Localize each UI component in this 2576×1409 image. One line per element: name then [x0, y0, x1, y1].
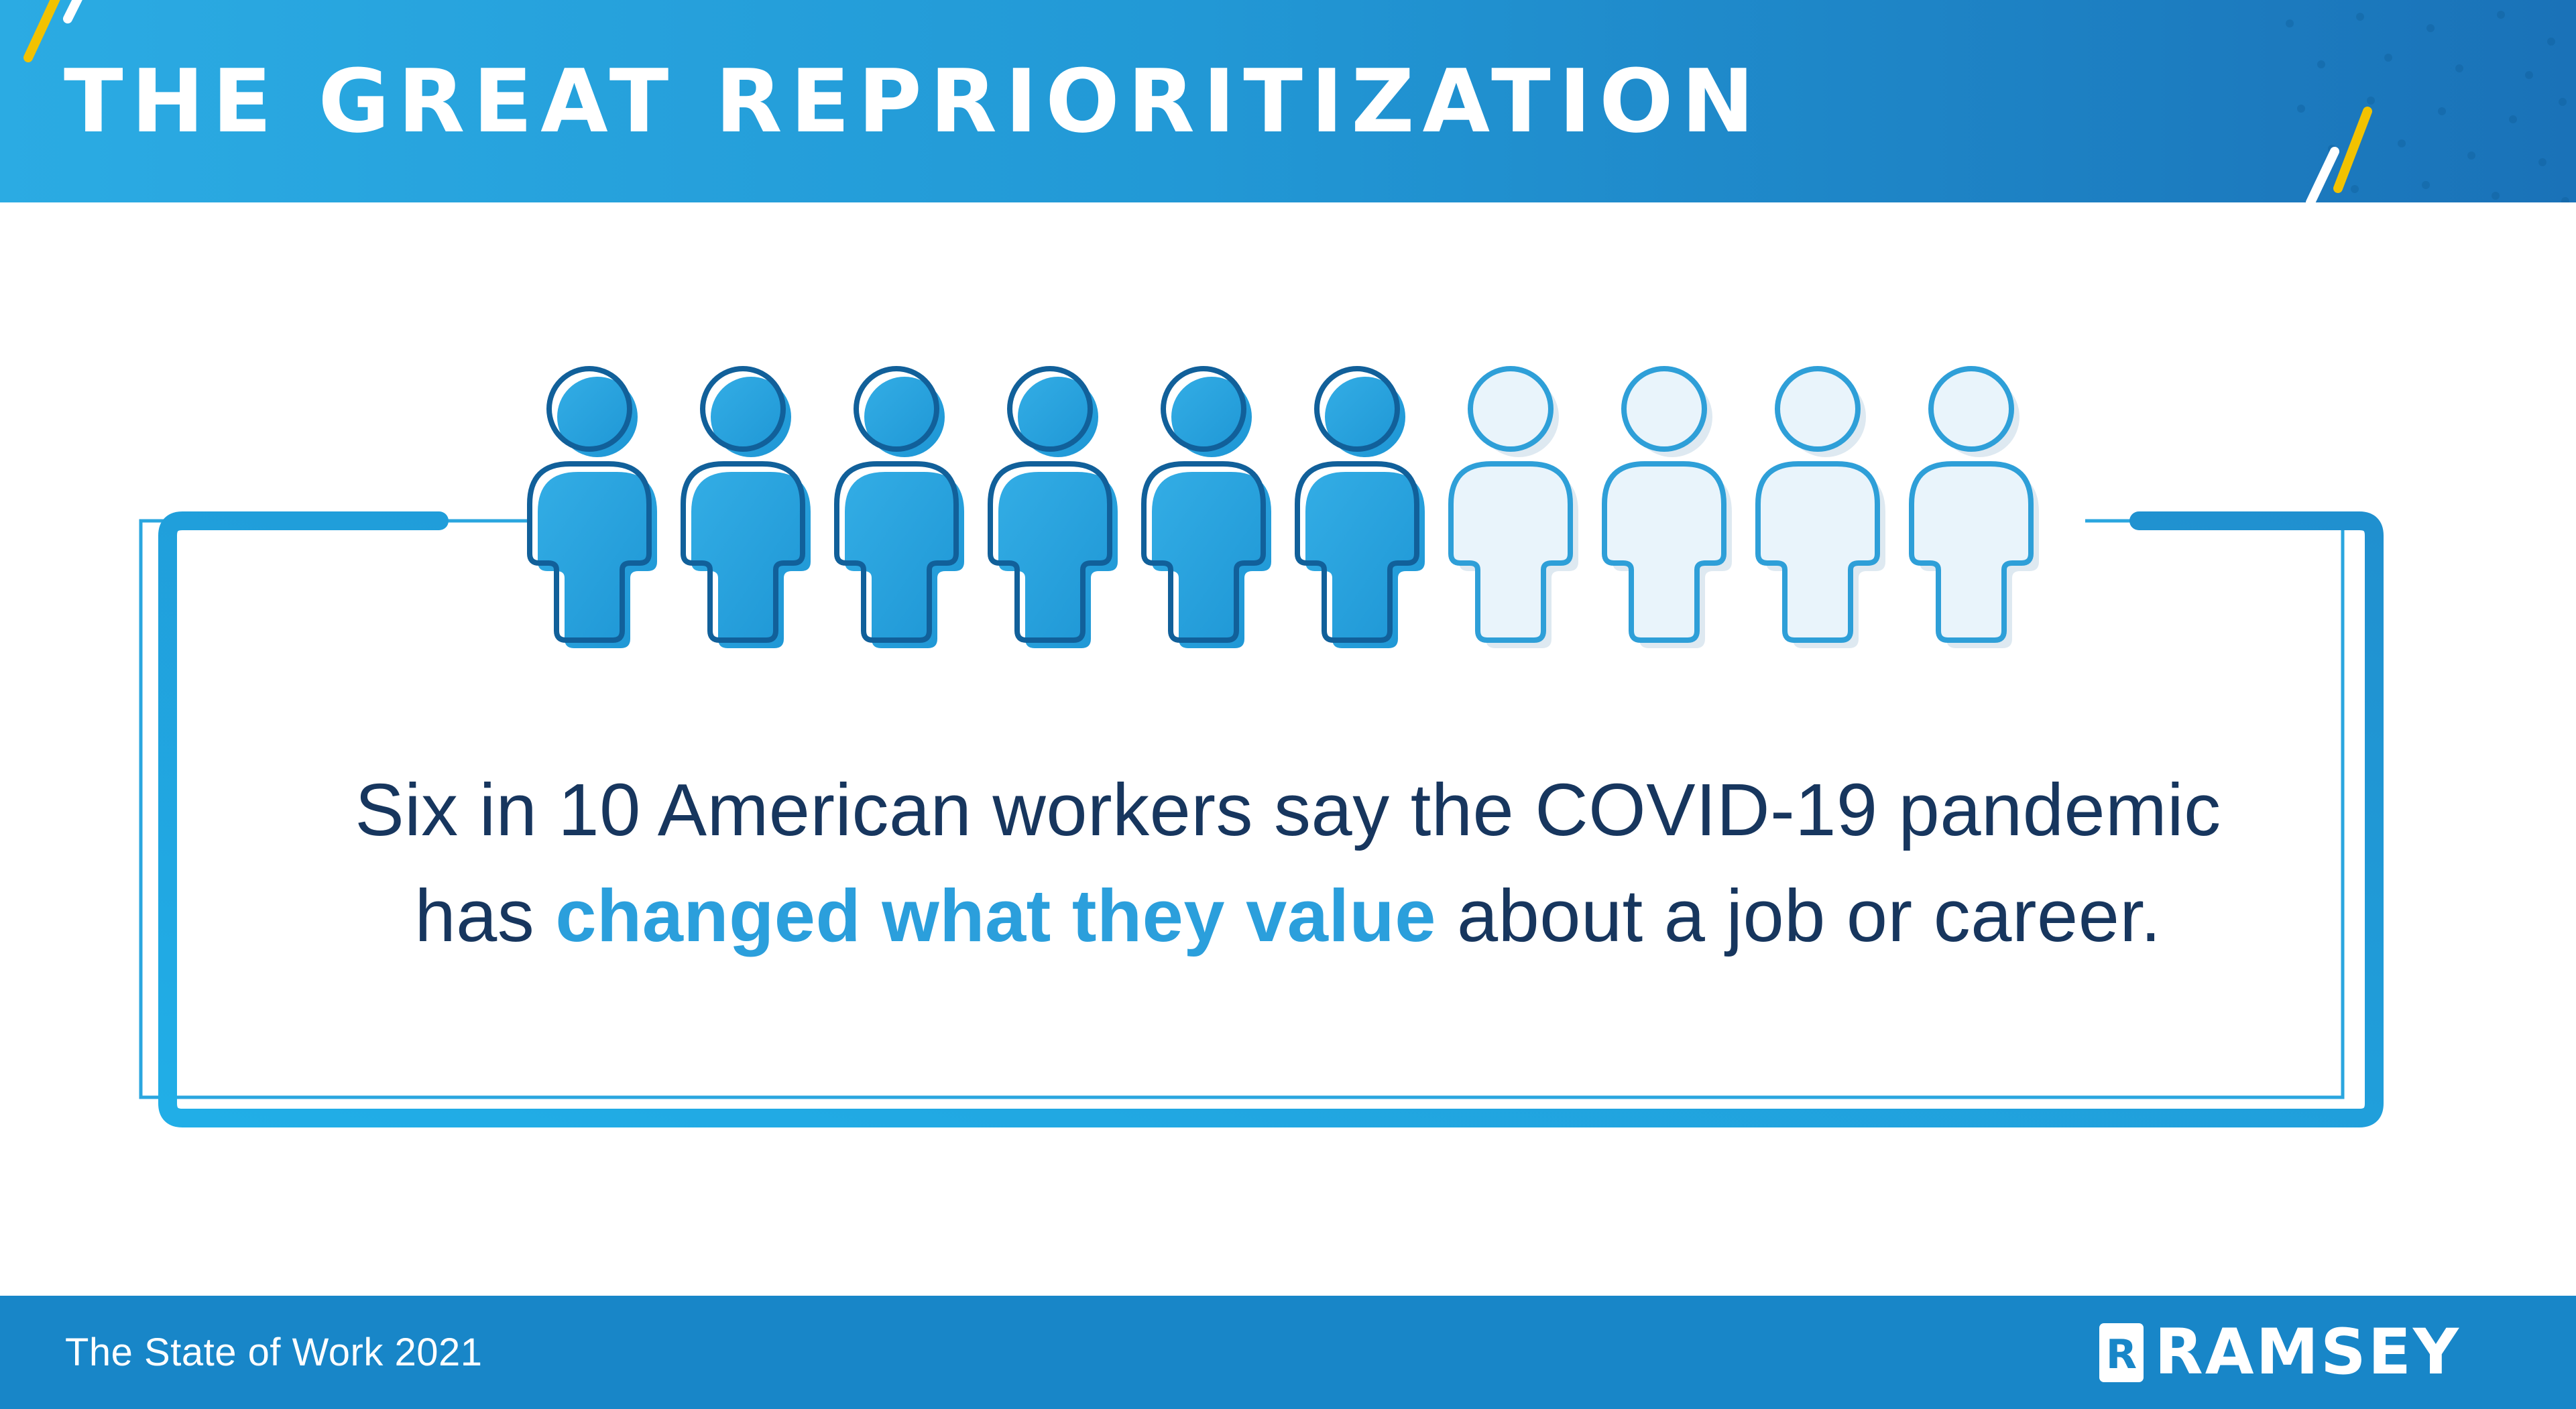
person-icon-filled — [530, 369, 657, 648]
white-slash-icon — [2306, 147, 2339, 202]
stat-box-thick-border — [158, 511, 2384, 1127]
stat-caption-highlight: changed what they value — [555, 875, 1436, 957]
people-icons-row — [530, 369, 2039, 648]
person-icon-filled — [683, 369, 811, 648]
yellow-slash-icon — [23, 0, 60, 62]
ramsey-wordmark: RAMSEY — [2154, 1315, 2461, 1389]
dots-pattern-icon — [2286, 11, 2569, 202]
ramsey-logo-mark-icon: R — [2099, 1323, 2144, 1382]
stat-caption-text: about a job or career. — [1436, 875, 2162, 957]
person-icon-filled — [1297, 369, 1425, 648]
person-icon-filled — [1144, 369, 1271, 648]
person-icon-empty — [1451, 369, 1578, 648]
stat-caption-text: has — [414, 875, 556, 957]
report-source-label: The State of Work 2021 — [65, 1331, 483, 1374]
person-icon-filled — [990, 369, 1118, 648]
footer-bar: The State of Work 2021 R RAMSEY — [0, 1296, 2576, 1409]
person-icon-empty — [1604, 369, 1732, 648]
yellow-slash-icon — [2333, 107, 2372, 193]
ramsey-logo: R RAMSEY — [2099, 1321, 2461, 1384]
person-icon-empty — [1758, 369, 1885, 648]
stat-caption-line-2: has changed what they value about a job … — [0, 863, 2576, 969]
stat-caption-text: Six in 10 American workers say the COVID… — [355, 769, 2221, 851]
person-icon-empty — [1912, 369, 2039, 648]
stat-caption-line-1: Six in 10 American workers say the COVID… — [0, 757, 2576, 863]
white-slash-icon — [63, 0, 82, 23]
page-title: THE GREAT REPRIORITIZATION — [64, 50, 1763, 152]
header-decoration — [23, 0, 2569, 202]
header-bar: THE GREAT REPRIORITIZATION — [0, 0, 2576, 202]
stat-caption: Six in 10 American workers say the COVID… — [0, 757, 2576, 969]
svg-text:R: R — [2106, 1331, 2137, 1378]
person-icon-filled — [837, 369, 964, 648]
